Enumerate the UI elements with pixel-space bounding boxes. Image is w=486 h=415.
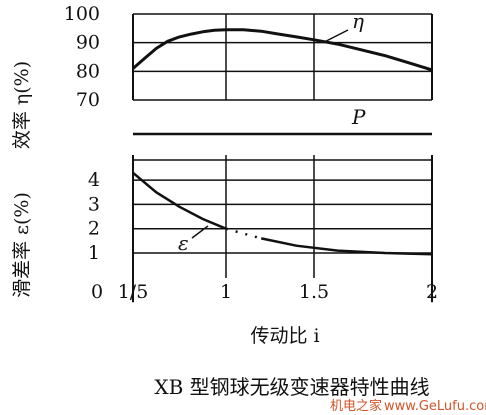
x-tick-label: 0 xyxy=(91,281,103,303)
upper-y-axis-label: 效率 η(%) xyxy=(11,61,33,149)
x-tick-label: 2 xyxy=(426,281,438,303)
lower-y-tick-label: 1 xyxy=(88,242,100,264)
efficiency-curve xyxy=(132,28,433,72)
epsilon-label: ε xyxy=(178,231,189,255)
upper-y-tick-label: 90 xyxy=(76,32,100,54)
upper-panel: 70 80 90 100 η P xyxy=(64,3,433,136)
eta-leader xyxy=(325,29,349,42)
lower-y-tick-label: 4 xyxy=(88,169,100,191)
lower-y-axis-label: 滑差率 ε(%) xyxy=(11,192,33,298)
x-axis-label: 传动比 i xyxy=(250,325,319,347)
upper-y-tick-label: 80 xyxy=(76,60,100,82)
upper-y-tick-label: 100 xyxy=(64,3,100,25)
figure-caption: XB 型钢球无级变速器特性曲线 xyxy=(154,375,429,399)
x-tick-label: 1 xyxy=(220,281,232,303)
x-tick-label: 1/5 xyxy=(118,281,149,303)
slip-curve-dotted xyxy=(225,227,262,240)
x-tick-label: 1.5 xyxy=(299,281,329,303)
x-axis: 0 1/5 1 1.5 2 xyxy=(91,281,438,303)
lower-y-tick-label: 3 xyxy=(88,193,100,215)
watermark-left: 机电之家 xyxy=(330,398,382,414)
slip-curve-segment xyxy=(260,237,433,256)
p-label: P xyxy=(351,105,366,129)
eta-label: η xyxy=(352,9,364,33)
slip-curve-segment xyxy=(132,171,227,230)
watermark-right: www.GeLufu.com xyxy=(384,399,486,414)
epsilon-leader xyxy=(191,225,209,239)
upper-y-tick-label: 70 xyxy=(76,89,100,111)
lower-y-tick-label: 2 xyxy=(88,218,100,240)
